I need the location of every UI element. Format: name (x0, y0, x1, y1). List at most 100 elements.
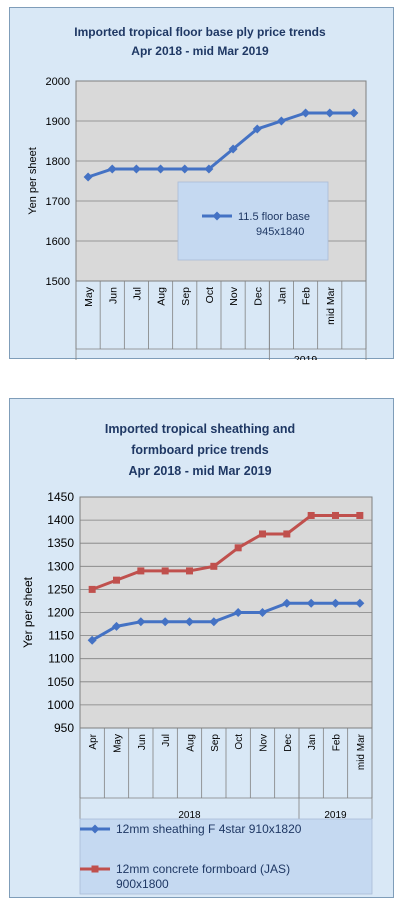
x-tick-label: Jul (131, 287, 143, 300)
y-tick-label: 1200 (47, 606, 74, 620)
legend-label: 945x1840 (256, 226, 304, 238)
data-point (87, 635, 97, 645)
chart-title-line: Apr 2018 - mid Mar 2019 (131, 44, 269, 58)
y-tick-label: 1350 (47, 536, 74, 550)
y-axis-label: Yer per sheet (21, 576, 35, 648)
y-tick-label: 1150 (48, 629, 74, 643)
legend-label: 900x1800 (116, 877, 169, 891)
x-tick-label: Oct (204, 287, 216, 303)
x-tick-label: Jan (276, 287, 288, 304)
data-point (258, 608, 267, 617)
sheathing-chart: Imported tropical sheathing and formboard… (21, 422, 373, 895)
chart-title-line: formboard price trends (131, 443, 269, 457)
legend-label: 12mm concrete formboard (JAS) (116, 862, 290, 876)
legend-box (177, 181, 329, 261)
data-point (332, 511, 339, 519)
x-tick-label: Sep (210, 734, 221, 752)
chart-panel-sheathing: Imported tropical sheathing and formboard… (9, 398, 394, 898)
data-point (283, 530, 291, 538)
data-point (282, 598, 292, 608)
legend-marker (90, 824, 100, 834)
data-point (88, 585, 96, 593)
chart-title-line: Apr 2018 - mid Mar 2019 (128, 464, 271, 478)
x-tick-label: Jan (307, 734, 318, 750)
x-tick-label: Jun (137, 734, 148, 750)
x-tick-label: Nov (228, 286, 240, 305)
floor-base-chart: Imported tropical floor base ply price t… (27, 25, 367, 360)
x-tick-label: Aug (186, 734, 197, 752)
year-group-label: 2019 (324, 810, 347, 821)
data-point (233, 608, 243, 617)
y-tick-label: 2000 (46, 76, 70, 88)
year-group-label: 2019 (294, 354, 318, 360)
y-tick-label: 1450 (47, 490, 74, 504)
data-point (331, 598, 340, 608)
data-point (113, 576, 120, 584)
data-point (306, 598, 316, 608)
legend-label: 11.5 floor base (238, 211, 310, 223)
x-tick-label: Feb (332, 734, 343, 752)
data-point (156, 164, 166, 174)
legend-marker (212, 211, 222, 221)
x-tick-label: Jul (161, 734, 172, 747)
data-point (107, 164, 117, 174)
chart-title-line: Imported tropical floor base ply price t… (74, 25, 326, 39)
x-tick-label: Aug (156, 287, 168, 306)
y-tick-label: 1100 (48, 652, 74, 666)
data-point (252, 124, 262, 134)
chart-panel-floor-base: Imported tropical floor base ply price t… (9, 7, 394, 360)
data-point (185, 617, 194, 627)
data-point (180, 164, 190, 174)
data-point (83, 172, 93, 182)
chart-title-line: Imported tropical sheathing and (105, 422, 295, 436)
y-tick-label: 1600 (46, 236, 70, 248)
year-group-label: 2018 (178, 810, 201, 821)
x-tick-label: Dec (252, 287, 264, 306)
data-point (228, 144, 238, 154)
y-tick-label: 1050 (47, 675, 74, 689)
x-tick-label: May (113, 734, 124, 753)
y-tick-label: 1300 (47, 559, 74, 573)
x-tick-label: Apr (88, 733, 99, 749)
y-tick-label: 1250 (47, 582, 74, 596)
data-point (112, 621, 121, 631)
data-point (301, 108, 311, 118)
y-tick-label: 1800 (46, 156, 70, 168)
data-point (325, 108, 335, 118)
x-tick-label: mid Mar (325, 286, 337, 324)
data-point (355, 598, 365, 608)
x-tick-label: Feb (301, 287, 313, 305)
legend-label: 12mm sheathing F 4star 910x1820 (116, 822, 302, 836)
y-tick-label: 950 (54, 721, 74, 735)
data-point (276, 116, 286, 126)
data-point (136, 617, 146, 627)
data-point (204, 164, 214, 174)
x-tick-label: Oct (234, 734, 245, 750)
data-point (210, 562, 218, 570)
data-point (186, 567, 193, 575)
data-point (234, 544, 242, 552)
y-tick-label: 1500 (46, 276, 70, 288)
data-point (349, 108, 359, 118)
x-tick-label: Dec (283, 734, 294, 752)
x-tick-label: May (83, 286, 95, 307)
y-tick-label: 1000 (47, 698, 74, 712)
data-point (259, 530, 266, 538)
y-axis-label: Yen per sheet (27, 147, 39, 214)
legend-box (79, 818, 373, 895)
legend-marker (91, 865, 99, 873)
series-line (91, 513, 360, 591)
y-tick-label: 1700 (46, 196, 70, 208)
data-point (131, 164, 141, 174)
x-tick-label: Sep (180, 287, 192, 306)
data-point (137, 567, 145, 575)
data-point (209, 617, 219, 627)
data-point (160, 617, 170, 627)
y-tick-label: 1400 (47, 513, 74, 527)
x-tick-label: mid Mar (356, 733, 367, 770)
x-tick-label: Nov (259, 734, 270, 752)
data-point (307, 511, 315, 519)
data-point (356, 511, 364, 519)
data-point (161, 567, 169, 575)
y-tick-label: 1900 (46, 116, 70, 128)
